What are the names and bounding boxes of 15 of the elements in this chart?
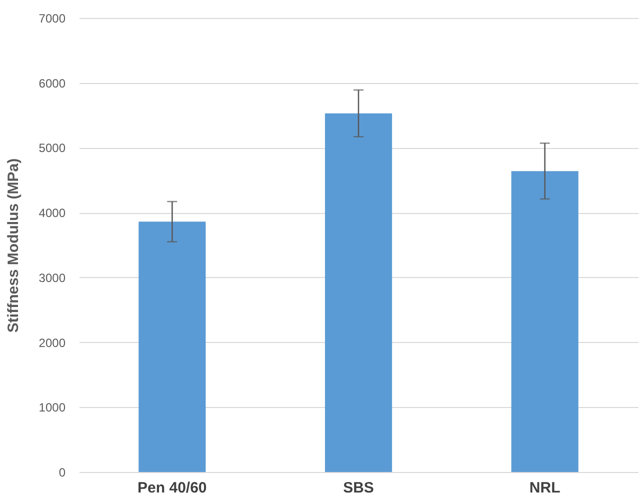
- x-tick-label: SBS: [343, 480, 374, 496]
- x-tick-label: Pen 40/60: [138, 480, 207, 496]
- y-tick-label: 7000: [38, 12, 66, 26]
- bar: [138, 222, 206, 472]
- bar: [324, 113, 392, 472]
- y-tick-label: 5000: [38, 141, 66, 156]
- y-axis-title: Stiffness Modulus (MPa): [4, 158, 22, 333]
- bar: [511, 171, 578, 472]
- y-tick-label: 1000: [38, 400, 66, 415]
- y-tick-label: 6000: [38, 76, 66, 90]
- x-tick-label: NRL: [529, 480, 560, 496]
- y-tick-label: 4000: [38, 206, 66, 220]
- y-tick-label: 0: [58, 466, 66, 480]
- y-tick-label: 3000: [38, 270, 66, 285]
- y-tick-label: 2000: [38, 336, 66, 350]
